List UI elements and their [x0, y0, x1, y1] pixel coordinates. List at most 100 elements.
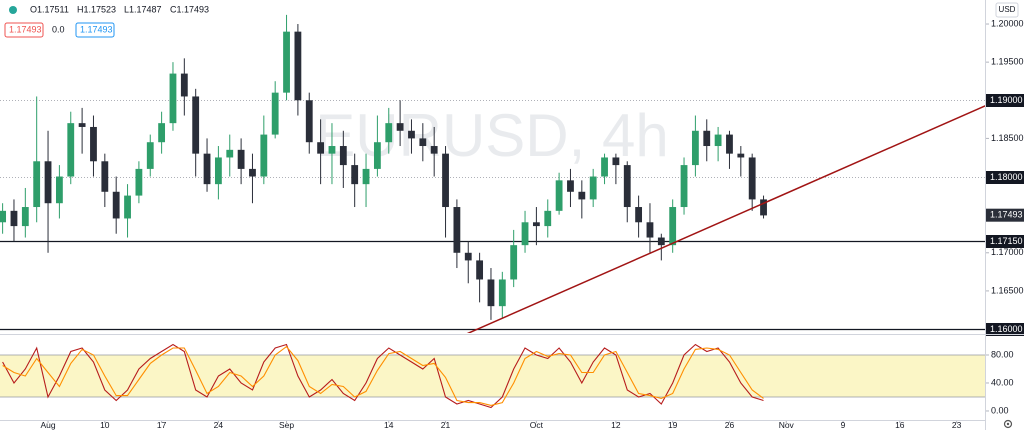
candle-body — [476, 260, 484, 280]
candle-body — [294, 31, 302, 101]
candle-body — [339, 146, 347, 166]
candle-body — [351, 165, 359, 185]
candle-body — [601, 157, 608, 177]
ohlc-low: L1.17487 — [124, 4, 162, 14]
candle-body — [521, 222, 529, 246]
x-tick-label: Nov — [779, 420, 795, 430]
candle-body — [124, 195, 131, 219]
candle-body — [464, 252, 472, 261]
candle-body — [135, 168, 143, 196]
candle-body — [373, 142, 381, 169]
x-tick-label: 21 — [441, 420, 451, 430]
ohlc-open: O1.17511 — [30, 4, 69, 14]
candle-body — [748, 157, 756, 200]
candle-body — [67, 123, 75, 177]
candle-body — [169, 73, 177, 124]
candle-body — [498, 279, 506, 307]
candle-body — [442, 153, 449, 208]
candle-body — [646, 222, 654, 238]
candle-body — [21, 207, 29, 227]
last-price-label: 1.17493 — [990, 210, 1023, 220]
candle-body — [180, 73, 188, 97]
candle-body — [691, 130, 699, 166]
candle-body — [669, 207, 677, 246]
y-tick-label: 40.00 — [991, 377, 1014, 387]
y-tick-label: 0.00 — [991, 405, 1009, 415]
candle-body — [487, 279, 495, 307]
candle-body — [408, 130, 415, 139]
candle-body — [760, 199, 767, 216]
candle-body — [90, 126, 97, 162]
candle-body — [578, 191, 586, 200]
candle-body — [112, 191, 120, 219]
candle-body — [10, 210, 18, 227]
price-pane — [0, 14, 985, 333]
candle-body — [33, 161, 41, 208]
x-tick-label: 16 — [895, 420, 905, 430]
trendline — [466, 105, 985, 333]
y-tick-label: 1.20000 — [991, 18, 1024, 28]
level-label-box — [986, 235, 1024, 248]
y-tick-label: 1.19500 — [991, 57, 1024, 67]
y-tick-label: 1.17000 — [991, 247, 1024, 257]
currency-label: USD — [999, 5, 1016, 14]
candle-body — [612, 157, 620, 166]
level-label: 1.16000 — [990, 324, 1023, 334]
legend-box-red — [4, 22, 44, 38]
candle-body — [317, 142, 325, 154]
x-tick-label: 26 — [725, 420, 735, 430]
ohlc-close: C1.17493 — [170, 4, 209, 14]
x-tick-label: 12 — [611, 420, 621, 430]
level-label: 1.19000 — [990, 95, 1023, 105]
x-tick-label: 10 — [100, 420, 110, 430]
candle-body — [283, 31, 290, 93]
legend-box-blue — [75, 22, 115, 38]
last-price-box — [986, 208, 1024, 222]
legend-value: 1.17493 — [80, 24, 113, 34]
oscillator-line — [2, 343, 764, 409]
candle-body — [430, 146, 438, 154]
candle-body — [192, 96, 200, 154]
candle-body — [555, 180, 563, 211]
level-label-box — [986, 323, 1024, 336]
x-tick-label: Sep — [279, 420, 294, 430]
x-tick-label: Aug — [40, 420, 55, 430]
candle-body — [532, 222, 540, 227]
candle-body — [305, 100, 313, 143]
candle-body — [544, 210, 552, 227]
x-tick-label: 17 — [157, 420, 167, 430]
ohlc-high: H1.17523 — [77, 4, 116, 14]
candle-body — [726, 134, 733, 154]
x-tick-label: Oct — [530, 420, 544, 430]
candle-body — [567, 180, 574, 192]
candle-body — [158, 123, 166, 143]
x-tick-label: 19 — [668, 420, 678, 430]
candle-body — [214, 157, 222, 185]
candle-body — [396, 123, 404, 131]
legend-value: 0.0 — [52, 24, 65, 34]
currency-button[interactable] — [995, 2, 1019, 18]
candle-body — [226, 149, 234, 158]
candle-body — [385, 123, 393, 143]
oscillator-line — [2, 345, 764, 406]
settings-icon[interactable] — [1003, 419, 1013, 429]
legend-value: 1.17493 — [9, 24, 42, 34]
candle-body — [635, 207, 643, 223]
candle-body — [328, 146, 336, 154]
candle-body — [249, 168, 256, 177]
level-label: 1.18000 — [990, 172, 1023, 182]
level-label-box — [986, 171, 1024, 184]
x-tick-label: 23 — [952, 420, 962, 430]
candle-body — [362, 168, 370, 185]
oscillator-pane — [0, 343, 985, 409]
candle-body — [714, 134, 722, 147]
candle-body — [737, 153, 745, 158]
candle-body — [0, 210, 7, 223]
candle-body — [271, 92, 279, 135]
candle-body — [419, 138, 427, 147]
candle-body — [260, 134, 268, 177]
candle-body — [589, 176, 597, 200]
candle-body — [453, 207, 461, 253]
y-tick-label: 1.18500 — [991, 133, 1024, 143]
